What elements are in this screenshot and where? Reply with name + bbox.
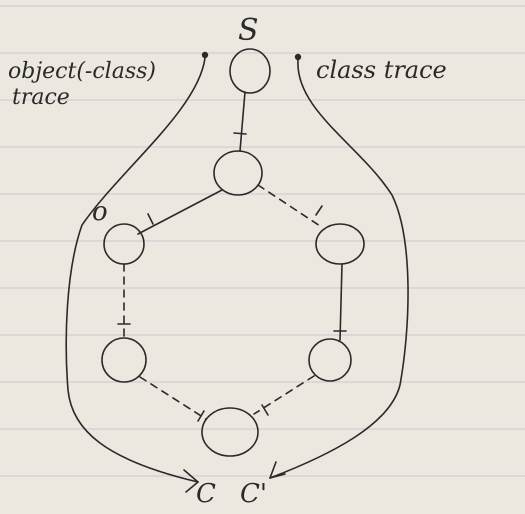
- object-trace-path: [65, 57, 206, 483]
- node-bottom: [201, 407, 259, 457]
- object-trace-start-dot: [201, 51, 209, 59]
- object-trace-label-line1: object(-class): [8, 59, 156, 84]
- source-label: S: [238, 13, 259, 48]
- node-s: [229, 48, 271, 94]
- node-right-lower: [308, 338, 352, 382]
- sink-c-label: C: [196, 479, 216, 509]
- class-trace-path: [269, 59, 409, 479]
- o-label: o: [92, 197, 108, 227]
- node-left-lower: [101, 337, 147, 383]
- node-left-upper: [103, 223, 145, 265]
- object-trace-label-line2: trace: [12, 85, 70, 110]
- ruled-lines: [0, 5, 525, 477]
- solid-edges: [137, 91, 347, 341]
- class-trace-start-dot: [294, 53, 302, 61]
- node-top: [213, 150, 263, 196]
- node-right-upper: [315, 223, 365, 265]
- sink-c-prime-label: C': [240, 479, 267, 509]
- class-trace-label: class trace: [316, 56, 447, 84]
- dashed-edges: [117, 184, 323, 422]
